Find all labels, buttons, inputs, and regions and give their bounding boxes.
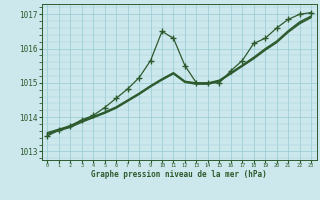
- X-axis label: Graphe pression niveau de la mer (hPa): Graphe pression niveau de la mer (hPa): [91, 170, 267, 179]
